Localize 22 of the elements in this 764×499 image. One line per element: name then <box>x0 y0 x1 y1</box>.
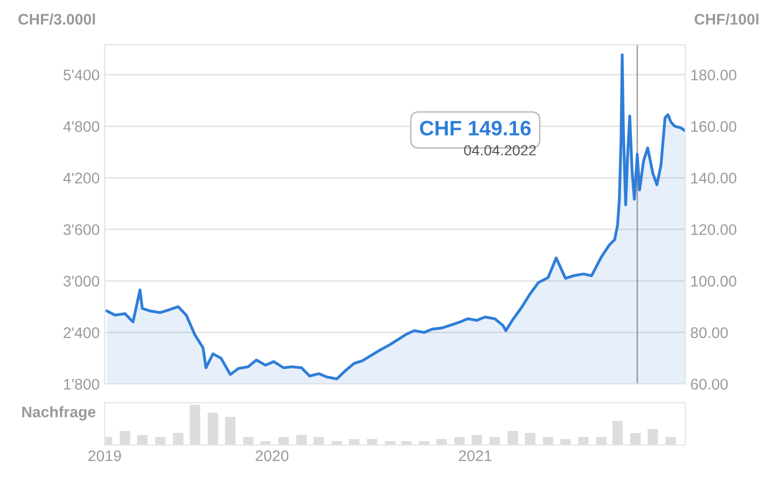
y-tick-label: 4'200 <box>63 172 100 184</box>
y2-tick-label: 80.00 <box>690 327 728 338</box>
y-axis-title: Nachfrage <box>22 406 96 420</box>
x-tick-label: 2020 <box>256 450 288 462</box>
y2-tick-label: 100.00 <box>691 276 736 287</box>
x-tick-label: 2019 <box>88 450 121 462</box>
y2-tick-label: 180.00 <box>691 70 736 80</box>
y2-tick-label: 160.00 <box>691 121 736 132</box>
y2-tick-label: 140.00 <box>691 172 736 184</box>
y2-tick-label: 120.00 <box>691 224 736 236</box>
y-tick-label: 2'400 <box>64 327 100 338</box>
y-axis-title: CHF/3.000l <box>18 13 95 25</box>
y-tick-label: 5'400 <box>64 70 100 80</box>
y2-tick-label: 60.00 <box>690 378 728 390</box>
y-tick-label: 3'000 <box>63 276 100 287</box>
y-tick-label: 4'800 <box>63 121 100 132</box>
y-tick-label: 1'800 <box>64 378 100 390</box>
y-tick-label: 3'600 <box>63 224 100 236</box>
annotation: 04.04.2022 <box>464 145 536 156</box>
y2-axis-title: CHF/100l <box>694 13 758 25</box>
x-tick-label: 2021 <box>458 450 492 462</box>
annotation: CHF 149.16 <box>420 120 531 136</box>
